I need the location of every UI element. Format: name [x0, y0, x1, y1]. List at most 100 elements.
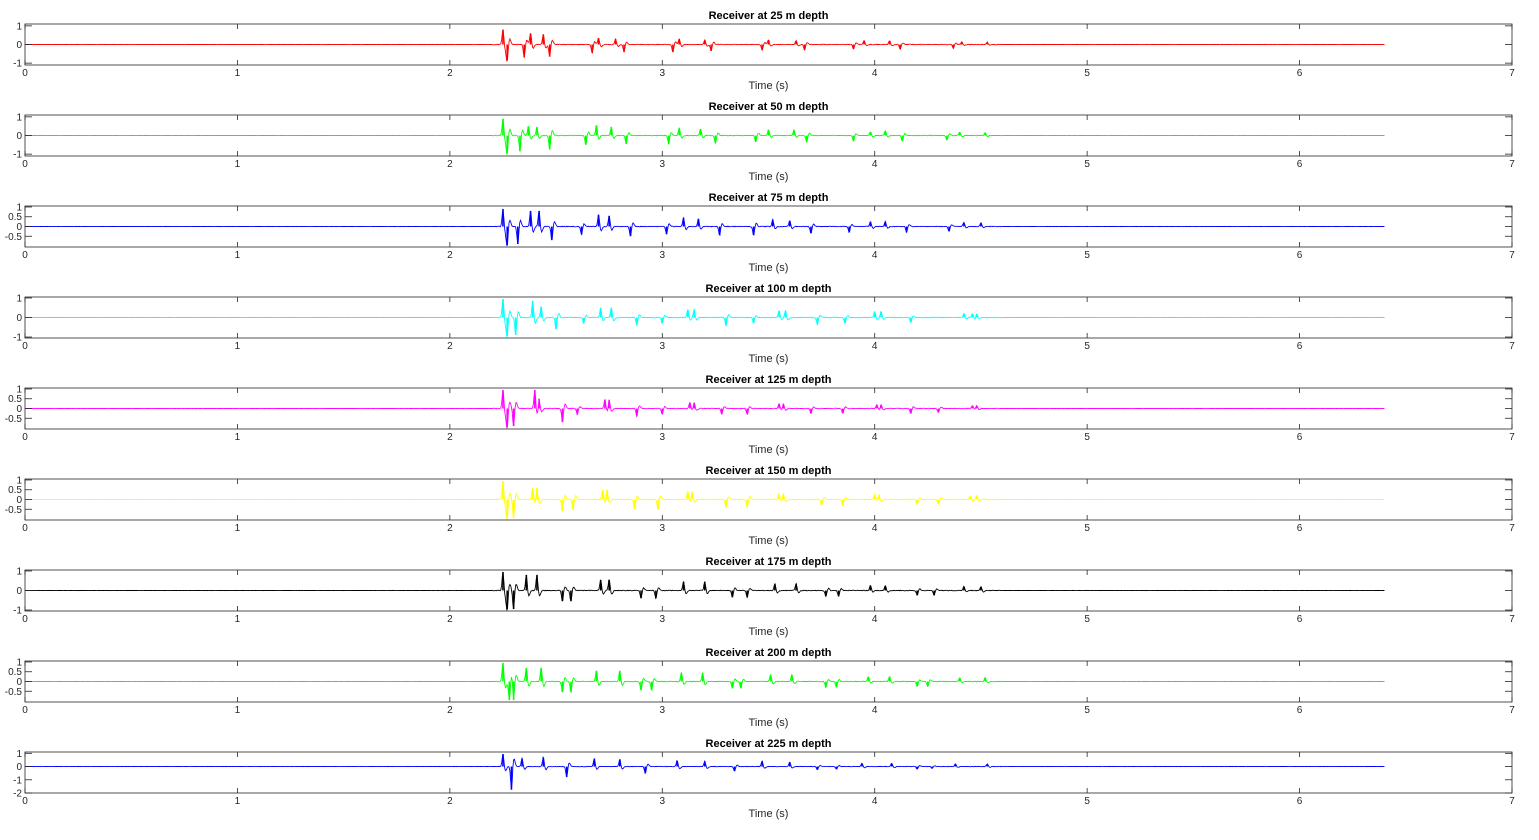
x-tick-label: 2 — [447, 432, 453, 443]
x-axis-label: Time (s) — [749, 171, 789, 183]
x-tick-label: 1 — [235, 705, 241, 716]
x-tick-label: 3 — [660, 432, 666, 443]
x-tick-label: 5 — [1084, 523, 1090, 534]
x-tick-label: 6 — [1297, 159, 1303, 170]
x-tick-label: 0 — [22, 614, 28, 625]
x-tick-label: 0 — [22, 68, 28, 79]
x-tick-label: 7 — [1509, 432, 1515, 443]
x-tick-label: 3 — [660, 68, 666, 79]
x-tick-label: 6 — [1297, 614, 1303, 625]
x-tick-label: 5 — [1084, 159, 1090, 170]
x-tick-label: 0 — [22, 705, 28, 716]
y-tick-label: -0.5 — [5, 232, 23, 243]
plot-title: Receiver at 150 m depth — [706, 465, 832, 477]
y-tick-label: -1 — [13, 775, 22, 786]
signal-trace — [24, 663, 1385, 700]
x-tick-label: 0 — [22, 796, 28, 807]
x-axis-label: Time (s) — [749, 717, 789, 729]
signal-trace — [24, 29, 1385, 62]
x-tick-label: 2 — [447, 523, 453, 534]
x-tick-label: 5 — [1084, 614, 1090, 625]
x-tick-label: 7 — [1509, 341, 1515, 352]
y-tick-label: 0 — [16, 677, 22, 688]
signal-trace — [24, 209, 1385, 247]
y-tick-label: 1 — [16, 112, 22, 123]
x-tick-label: 1 — [235, 796, 241, 807]
x-tick-label: 7 — [1509, 159, 1515, 170]
y-tick-label: 1 — [16, 749, 22, 760]
x-tick-label: 1 — [235, 432, 241, 443]
x-tick-label: 2 — [447, 614, 453, 625]
x-tick-label: 1 — [235, 523, 241, 534]
y-tick-label: 1 — [16, 475, 22, 486]
y-tick-label: 0.5 — [8, 394, 22, 405]
plot-title: Receiver at 25 m depth — [709, 10, 829, 22]
x-tick-label: 4 — [872, 250, 878, 261]
y-tick-label: 1 — [16, 202, 22, 213]
x-tick-label: 4 — [872, 614, 878, 625]
x-tick-label: 4 — [872, 341, 878, 352]
x-tick-label: 2 — [447, 68, 453, 79]
x-tick-label: 1 — [235, 341, 241, 352]
y-tick-label: -0.5 — [5, 505, 23, 516]
y-tick-label: -2 — [13, 789, 22, 800]
axes-box — [24, 751, 1513, 794]
x-tick-label: 7 — [1509, 614, 1515, 625]
y-tick-label: -1 — [13, 333, 22, 344]
y-tick-label: 0 — [16, 404, 22, 415]
x-tick-label: 6 — [1297, 705, 1303, 716]
x-tick-label: 6 — [1297, 341, 1303, 352]
x-tick-label: 0 — [22, 523, 28, 534]
x-tick-label: 3 — [660, 796, 666, 807]
signal-trace — [24, 481, 1385, 520]
x-tick-label: 3 — [660, 341, 666, 352]
x-tick-label: 4 — [872, 432, 878, 443]
y-tick-label: 1 — [16, 21, 22, 32]
y-tick-label: 0 — [16, 131, 22, 142]
signal-trace — [24, 754, 1385, 790]
y-tick-label: -1 — [13, 606, 22, 617]
x-tick-label: 7 — [1509, 523, 1515, 534]
y-tick-label: 0 — [16, 222, 22, 233]
x-tick-label: 7 — [1509, 250, 1515, 261]
plot-title: Receiver at 50 m depth — [709, 101, 829, 113]
y-tick-label: 1 — [16, 384, 22, 395]
x-axis-label: Time (s) — [749, 808, 789, 820]
y-tick-label: 0.5 — [8, 667, 22, 678]
x-tick-label: 6 — [1297, 68, 1303, 79]
y-tick-label: -0.5 — [5, 687, 23, 698]
x-tick-label: 0 — [22, 341, 28, 352]
x-tick-label: 0 — [22, 250, 28, 261]
x-tick-label: 5 — [1084, 796, 1090, 807]
x-axis-label: Time (s) — [749, 262, 789, 274]
x-tick-label: 2 — [447, 796, 453, 807]
x-axis-label: Time (s) — [749, 535, 789, 547]
x-tick-label: 4 — [872, 523, 878, 534]
x-tick-label: 0 — [22, 159, 28, 170]
y-tick-label: -0.5 — [5, 414, 23, 425]
x-tick-label: 2 — [447, 159, 453, 170]
x-tick-label: 1 — [235, 614, 241, 625]
x-tick-label: 6 — [1297, 523, 1303, 534]
x-tick-label: 3 — [660, 614, 666, 625]
signal-trace — [25, 119, 1385, 155]
x-tick-label: 1 — [235, 68, 241, 79]
x-axis-label: Time (s) — [749, 353, 789, 365]
signal-trace — [24, 390, 1385, 429]
x-tick-label: 3 — [660, 523, 666, 534]
x-tick-label: 1 — [235, 250, 241, 261]
y-tick-label: 0.5 — [8, 212, 22, 223]
plot-title: Receiver at 225 m depth — [706, 738, 832, 750]
plot-title: Receiver at 175 m depth — [706, 556, 832, 568]
plot-title: Receiver at 75 m depth — [709, 192, 829, 204]
x-tick-label: 4 — [872, 159, 878, 170]
x-tick-label: 0 — [22, 432, 28, 443]
